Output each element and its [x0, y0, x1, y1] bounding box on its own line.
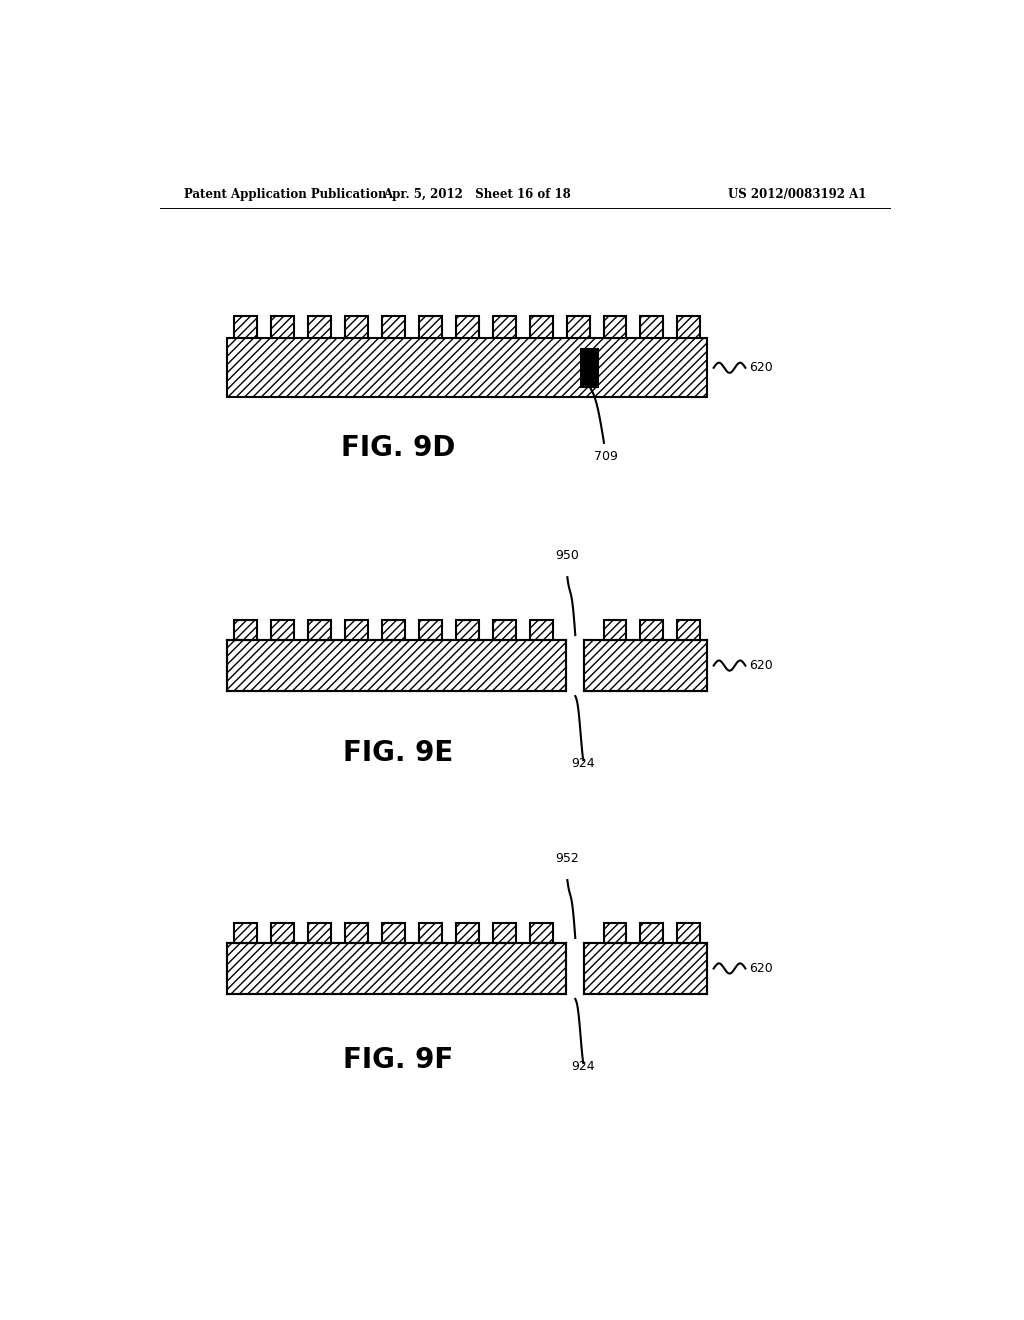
- Bar: [419, 923, 441, 942]
- Bar: [585, 942, 708, 994]
- Bar: [456, 923, 478, 942]
- Bar: [227, 640, 566, 690]
- Bar: [271, 315, 294, 338]
- Bar: [234, 315, 257, 338]
- Bar: [678, 620, 700, 640]
- Bar: [678, 923, 700, 942]
- Bar: [271, 620, 294, 640]
- Bar: [382, 923, 404, 942]
- Bar: [227, 942, 566, 994]
- Text: Apr. 5, 2012   Sheet 16 of 18: Apr. 5, 2012 Sheet 16 of 18: [383, 189, 571, 202]
- Bar: [493, 923, 516, 942]
- Bar: [345, 923, 368, 942]
- Bar: [640, 315, 664, 338]
- Bar: [493, 620, 516, 640]
- Bar: [308, 620, 331, 640]
- Bar: [493, 315, 516, 338]
- Text: 620: 620: [750, 362, 773, 375]
- Bar: [345, 315, 368, 338]
- Bar: [585, 640, 708, 690]
- Bar: [566, 315, 590, 338]
- Text: 709: 709: [594, 450, 617, 463]
- Bar: [308, 923, 331, 942]
- Text: FIG. 9F: FIG. 9F: [343, 1045, 453, 1074]
- Bar: [640, 620, 664, 640]
- Bar: [529, 315, 553, 338]
- Text: 952: 952: [555, 851, 580, 865]
- Text: 950: 950: [555, 549, 580, 562]
- Bar: [382, 620, 404, 640]
- Bar: [529, 620, 553, 640]
- Text: 620: 620: [750, 659, 773, 672]
- Bar: [271, 923, 294, 942]
- Bar: [382, 315, 404, 338]
- Bar: [529, 923, 553, 942]
- Bar: [345, 620, 368, 640]
- Text: 924: 924: [571, 758, 595, 770]
- Bar: [678, 315, 700, 338]
- Text: Patent Application Publication: Patent Application Publication: [183, 189, 386, 202]
- Text: FIG. 9D: FIG. 9D: [341, 434, 455, 462]
- Bar: [582, 348, 598, 387]
- Text: US 2012/0083192 A1: US 2012/0083192 A1: [728, 189, 866, 202]
- Bar: [456, 620, 478, 640]
- Bar: [456, 315, 478, 338]
- Bar: [308, 315, 331, 338]
- Text: 620: 620: [750, 962, 773, 975]
- Bar: [603, 620, 627, 640]
- Text: FIG. 9E: FIG. 9E: [343, 739, 453, 767]
- Bar: [603, 315, 627, 338]
- Bar: [227, 338, 708, 397]
- Bar: [419, 620, 441, 640]
- Text: 924: 924: [571, 1060, 595, 1073]
- Bar: [234, 923, 257, 942]
- Bar: [640, 923, 664, 942]
- Bar: [234, 620, 257, 640]
- Bar: [603, 923, 627, 942]
- Bar: [419, 315, 441, 338]
